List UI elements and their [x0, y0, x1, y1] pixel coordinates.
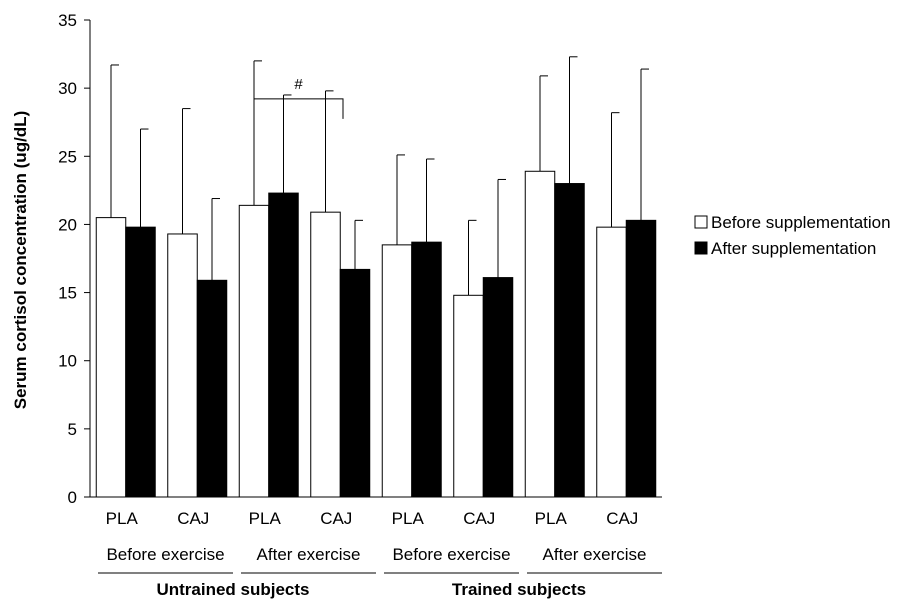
super-group-label: Trained subjects: [452, 580, 586, 599]
annotations: #: [253, 76, 344, 119]
bar: [310, 211, 341, 498]
bar: [453, 294, 484, 498]
bar: [411, 241, 442, 498]
bar: [596, 226, 627, 498]
bar: [268, 192, 299, 498]
y-tick-label: 0: [68, 488, 77, 507]
category-label: PLA: [535, 509, 568, 528]
y-axis: 0 5 10 15 20 25 30 35: [58, 11, 91, 507]
legend-swatch: [694, 241, 708, 255]
y-tick-label: 20: [58, 215, 77, 234]
significance-marker: #: [294, 76, 303, 93]
bar: [482, 277, 514, 498]
x-axis: PLA CAJ PLA CAJ PLA CAJ PLA CAJ Before exercise A…: [90, 496, 662, 599]
category-label: PLA: [249, 509, 282, 528]
y-axis-label: Serum cortisol concentration (ug/dL): [11, 111, 30, 409]
bar: [554, 183, 585, 498]
category-label: PLA: [392, 509, 425, 528]
bar: [381, 244, 413, 498]
category-label: PLA: [106, 509, 139, 528]
bar: [625, 219, 657, 498]
legend: Before supplementation After supplementat…: [694, 213, 891, 258]
category-label: CAJ: [177, 509, 209, 528]
group-label: After exercise: [257, 545, 361, 564]
category-label: CAJ: [320, 509, 352, 528]
legend-label: After supplementation: [711, 239, 876, 258]
y-tick-label: 35: [58, 11, 77, 30]
bars: [95, 170, 657, 498]
legend-swatch: [694, 215, 708, 229]
group-label: Before exercise: [392, 545, 510, 564]
y-tick-label: 30: [58, 79, 77, 98]
bar: [196, 279, 228, 498]
error-bars: [110, 56, 649, 296]
category-label: CAJ: [463, 509, 495, 528]
legend-label: Before supplementation: [711, 213, 891, 232]
super-group-label: Untrained subjects: [156, 580, 309, 599]
category-label: CAJ: [606, 509, 638, 528]
y-tick-label: 5: [68, 420, 77, 439]
significance-bracket: [253, 98, 344, 119]
group-label: After exercise: [543, 545, 647, 564]
y-tick-label: 10: [58, 352, 77, 371]
y-tick-label: 25: [58, 147, 77, 166]
bar: [339, 268, 371, 498]
bar: [125, 226, 156, 498]
group-label: Before exercise: [106, 545, 224, 564]
bar: [238, 204, 270, 498]
bar: [95, 217, 127, 498]
bar: [167, 233, 198, 498]
bar: [524, 170, 556, 498]
y-tick-label: 15: [58, 284, 77, 303]
